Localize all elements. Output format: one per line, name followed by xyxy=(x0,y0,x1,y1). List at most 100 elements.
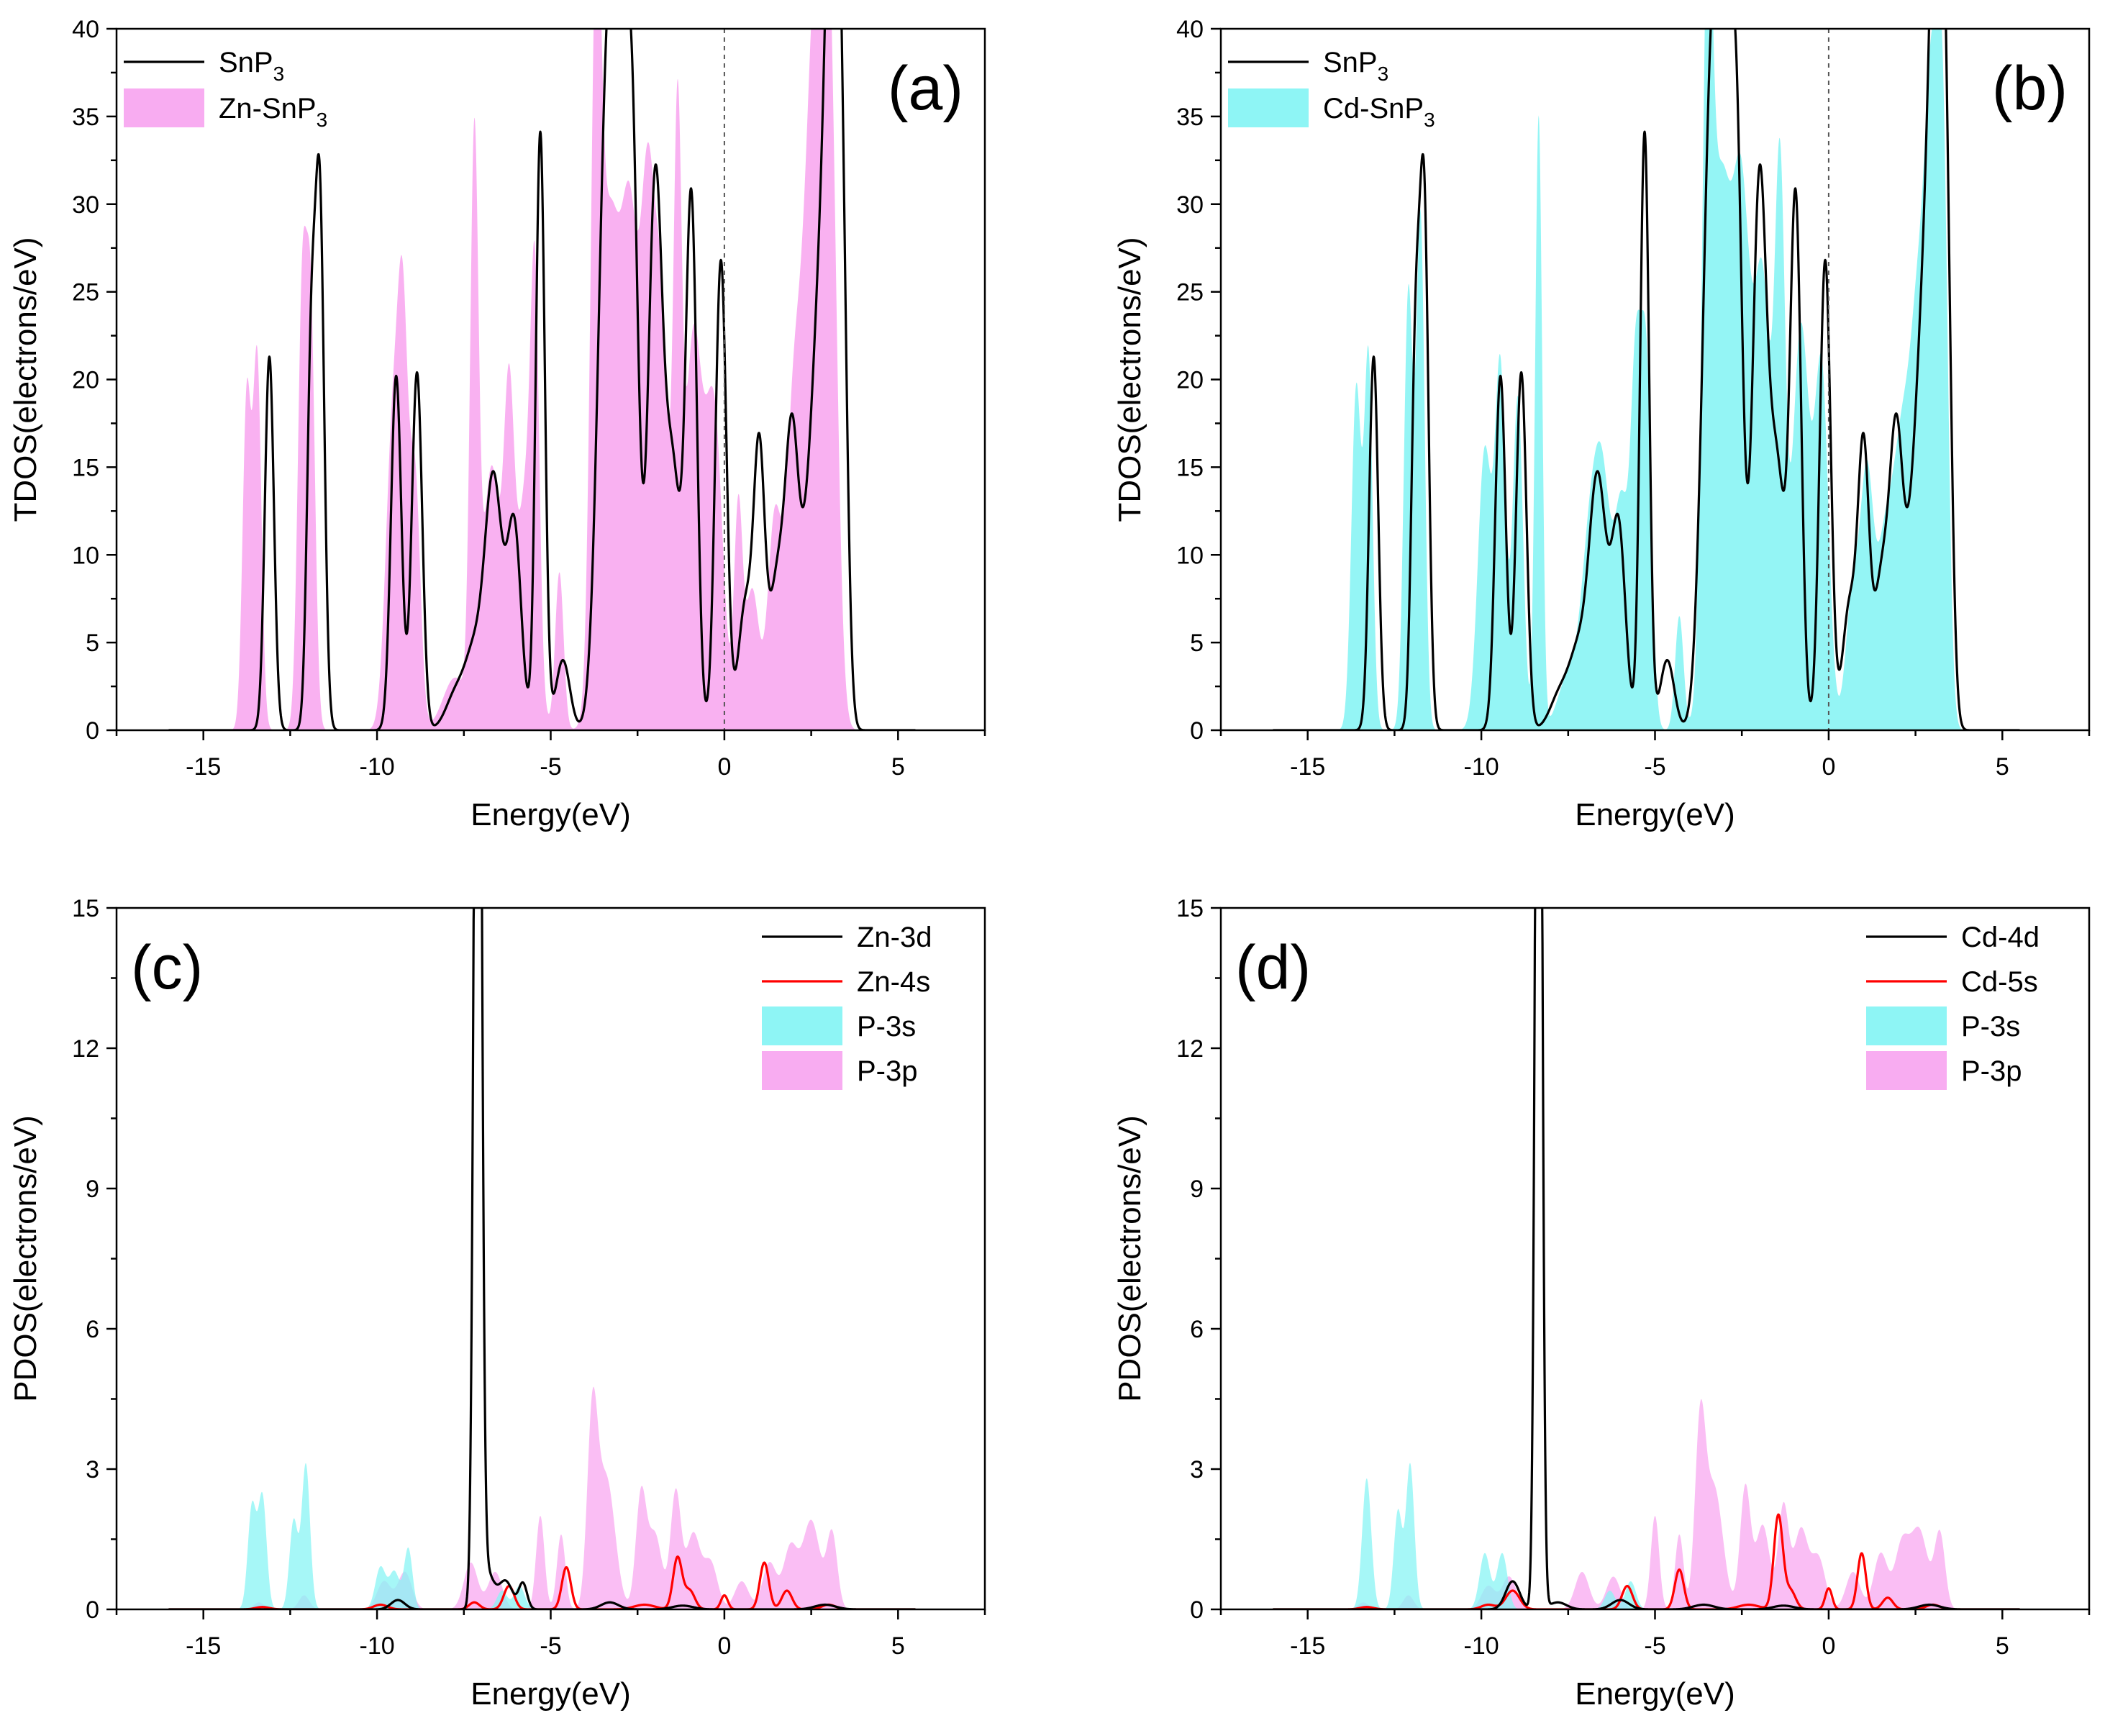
x-tick-label: -10 xyxy=(360,753,395,781)
series-area-p-3p xyxy=(168,1386,916,1609)
x-tick-label: -15 xyxy=(186,753,221,781)
legend-label-main: P-3s xyxy=(857,1011,916,1042)
panel-b: -15 -10 -5 0 5 0 5 10 15 20 25 30 35 40 Energy(eV) TDOS… xyxy=(1112,16,2091,832)
legend-area-swatch xyxy=(762,1051,842,1090)
legend-label-subscript: 3 xyxy=(1424,109,1435,131)
legend-entry: Cd-4d xyxy=(1866,922,2040,953)
y-tick-label: 15 xyxy=(1176,454,1204,481)
y-tick-label: 0 xyxy=(86,1596,99,1624)
legend-entry: SnP3 xyxy=(1228,47,1388,85)
series-area-zn-snp3 xyxy=(168,29,916,730)
panel-label: (a) xyxy=(888,54,963,123)
legend-entry: Cd-5s xyxy=(1866,966,2038,998)
y-tick-label: 10 xyxy=(72,542,99,569)
series-line-zn-4s xyxy=(168,1555,917,1609)
y-tick-label: 10 xyxy=(1176,542,1204,569)
x-tick-label: -5 xyxy=(1644,753,1665,781)
legend-label-main: P-3s xyxy=(1961,1011,2020,1042)
x-axis-title: Energy(eV) xyxy=(470,1676,631,1712)
legend-label: P-3p xyxy=(857,1055,918,1087)
legend-label: P-3s xyxy=(857,1011,916,1042)
legend-label: SnP3 xyxy=(219,47,284,85)
legend-label-main: P-3p xyxy=(1961,1055,2022,1087)
y-tick-label: 35 xyxy=(72,104,99,131)
legend-label-subscript: 3 xyxy=(1378,63,1389,85)
legend-area-swatch xyxy=(762,1006,842,1045)
legend-label-subscript: 3 xyxy=(317,109,328,131)
legend-label-main: SnP xyxy=(219,47,273,78)
legend-label-main: Zn-SnP xyxy=(219,93,317,124)
x-tick-label: 0 xyxy=(717,753,731,781)
x-tick-label: -15 xyxy=(186,1632,221,1660)
legend-label: Zn-4s xyxy=(857,966,930,998)
x-tick-label: 5 xyxy=(891,1632,905,1660)
y-tick-label: 6 xyxy=(86,1316,99,1343)
legend-area-swatch xyxy=(124,88,204,127)
x-tick-label: -5 xyxy=(540,753,561,781)
y-tick-label: 40 xyxy=(72,16,99,43)
x-tick-label: -10 xyxy=(1464,753,1499,781)
legend-label-main: Cd-4d xyxy=(1961,922,2040,953)
legend-area-swatch xyxy=(1866,1006,1947,1045)
y-tick-label: 20 xyxy=(72,367,99,394)
panel-label: (c) xyxy=(131,933,203,1002)
legend-label-main: Zn-4s xyxy=(857,966,930,998)
x-tick-label: -5 xyxy=(1644,1632,1665,1660)
legend-entry: P-3s xyxy=(762,1006,916,1045)
x-tick-label: 5 xyxy=(1996,1632,2009,1660)
y-tick-label: 3 xyxy=(86,1456,99,1483)
y-tick-label: 3 xyxy=(1190,1456,1204,1483)
y-axis-title: PDOS(electrons/eV) xyxy=(1112,1115,1147,1402)
legend-label: P-3p xyxy=(1961,1055,2022,1087)
y-tick-label: 5 xyxy=(86,630,99,657)
x-axis-title: Energy(eV) xyxy=(1575,1676,1735,1712)
legend-label: Cd-SnP3 xyxy=(1323,93,1435,131)
panel-a: -15 -10 -5 0 5 0 5 10 15 20 25 30 35 40 Energy(eV) TDOS… xyxy=(8,16,986,832)
x-tick-label: -10 xyxy=(360,1632,395,1660)
legend-entry: Zn-3d xyxy=(762,922,932,953)
x-tick-label: -5 xyxy=(540,1632,561,1660)
y-tick-label: 25 xyxy=(72,279,99,306)
y-tick-label: 15 xyxy=(1176,895,1204,922)
y-axis-title: TDOS(electrons/eV) xyxy=(8,237,43,522)
legend-label-subscript: 3 xyxy=(273,63,285,85)
panel-c: -15 -10 -5 0 5 0 3 6 9 12 15 Energy(eV) PDOS(electro… xyxy=(8,895,986,1712)
y-tick-label: 5 xyxy=(1190,630,1204,657)
y-tick-label: 35 xyxy=(1176,104,1204,131)
legend-entry: Zn-SnP3 xyxy=(124,88,327,131)
y-tick-label: 9 xyxy=(1190,1176,1204,1203)
y-tick-label: 30 xyxy=(1176,191,1204,219)
x-tick-label: 0 xyxy=(1822,753,1835,781)
legend-label-main: Cd-SnP xyxy=(1323,93,1424,124)
x-tick-label: -15 xyxy=(1290,753,1325,781)
legend-label: Cd-4d xyxy=(1961,922,2040,953)
y-tick-label: 0 xyxy=(1190,717,1204,745)
legend-label: Zn-SnP3 xyxy=(219,93,327,131)
legend-label: Zn-3d xyxy=(857,922,932,953)
x-tick-label: 0 xyxy=(1822,1632,1835,1660)
y-tick-label: 12 xyxy=(72,1035,99,1063)
legend-area-swatch xyxy=(1866,1051,1947,1090)
y-tick-label: 30 xyxy=(72,191,99,219)
y-tick-label: 40 xyxy=(1176,16,1204,43)
y-tick-label: 0 xyxy=(86,717,99,745)
legend-label-main: P-3p xyxy=(857,1055,918,1087)
x-tick-label: 5 xyxy=(891,753,905,781)
y-tick-label: 20 xyxy=(1176,367,1204,394)
legend-label-main: Zn-3d xyxy=(857,922,932,953)
x-tick-label: 5 xyxy=(1996,753,2009,781)
legend-label: Cd-5s xyxy=(1961,966,2038,998)
y-tick-label: 12 xyxy=(1176,1035,1204,1063)
panel-label: (b) xyxy=(1992,54,2068,123)
x-tick-label: -15 xyxy=(1290,1632,1325,1660)
x-tick-label: 0 xyxy=(717,1632,731,1660)
y-tick-label: 15 xyxy=(72,454,99,481)
legend-label: P-3s xyxy=(1961,1011,2020,1042)
y-tick-label: 15 xyxy=(72,895,99,922)
x-axis-title: Energy(eV) xyxy=(1575,797,1735,832)
legend-entry: P-3s xyxy=(1866,1006,2020,1045)
y-tick-label: 9 xyxy=(86,1176,99,1203)
y-tick-label: 0 xyxy=(1190,1596,1204,1624)
legend-entry: Zn-4s xyxy=(762,966,930,998)
